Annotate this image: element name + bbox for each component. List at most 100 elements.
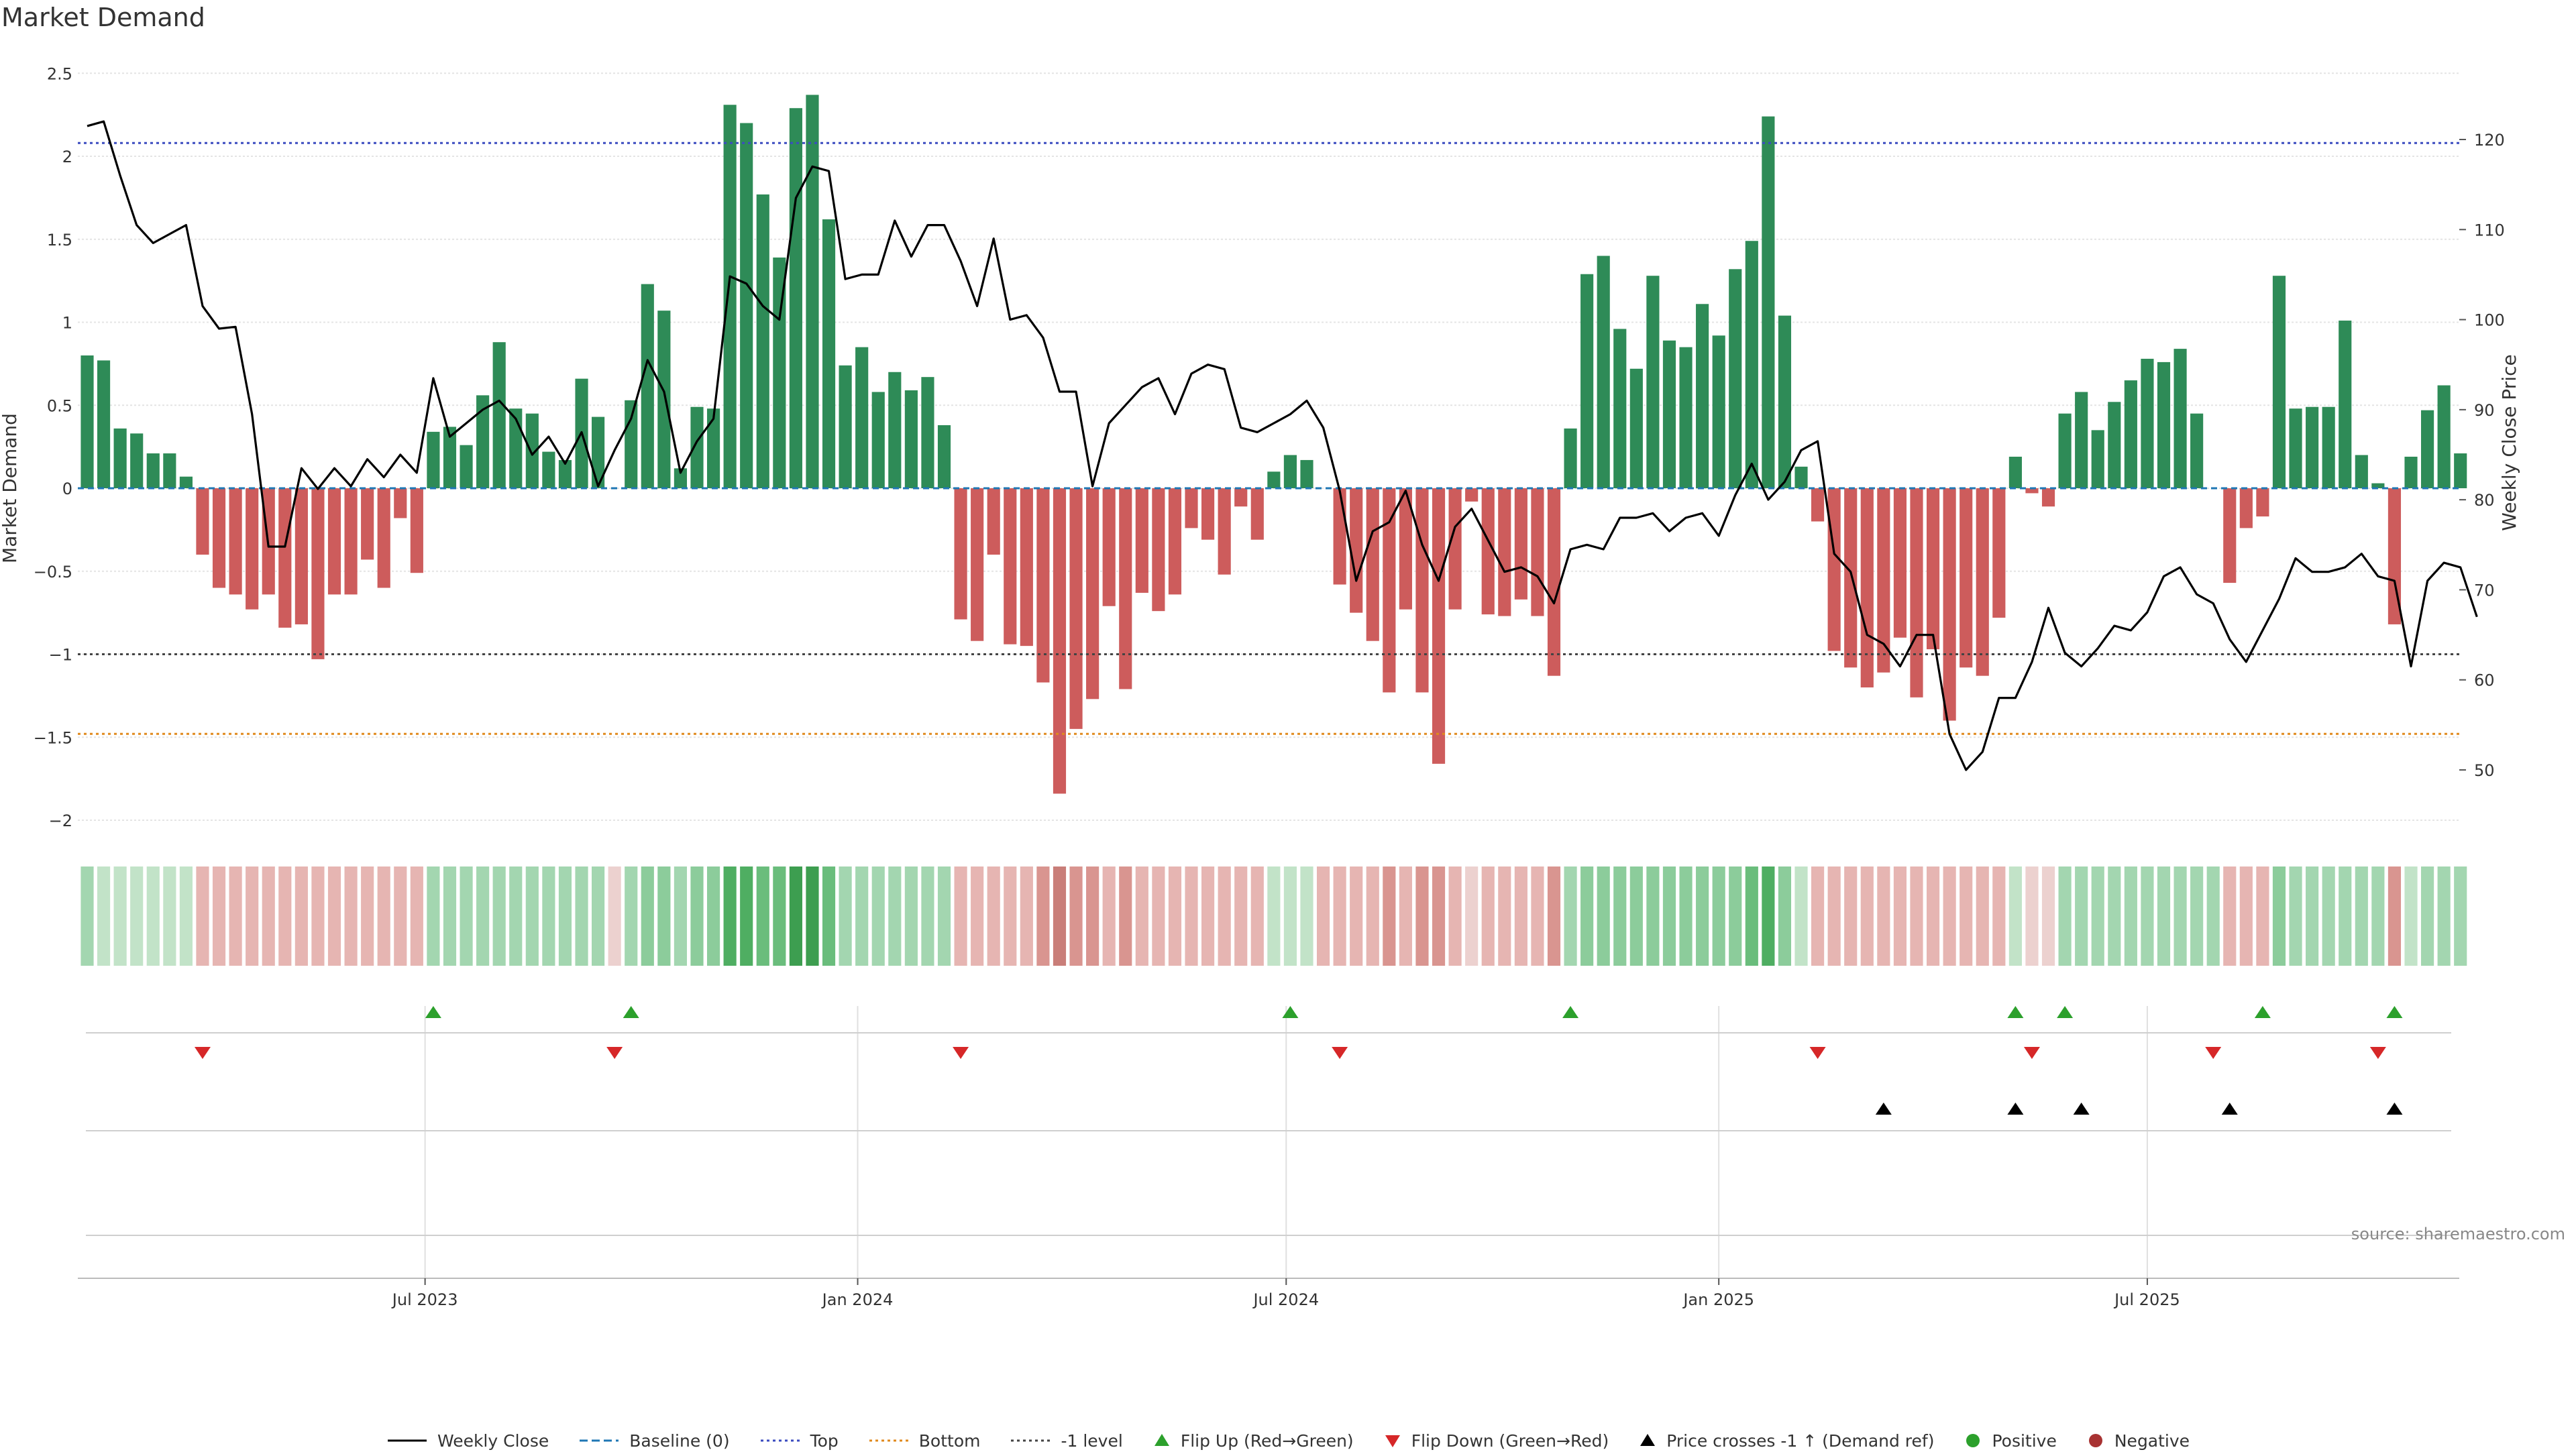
heat-cell <box>212 866 226 966</box>
y-tick-label: 0 <box>62 480 72 498</box>
demand-bar <box>1811 488 1825 522</box>
legend-swatch <box>1385 1435 1400 1447</box>
heat-cell <box>1811 866 1825 966</box>
legend-item: Baseline (0) <box>578 1431 730 1451</box>
demand-bar <box>1992 488 2006 618</box>
demand-bar <box>625 400 638 488</box>
heat-cell <box>773 866 786 966</box>
demand-bar <box>476 395 490 488</box>
heat-cell <box>427 866 440 966</box>
demand-bar <box>377 488 390 588</box>
demand-bar <box>1432 488 1446 764</box>
heat-cell <box>2437 866 2451 966</box>
demand-bar <box>1943 488 1956 721</box>
demand-bar <box>2437 385 2451 488</box>
heat-cell <box>327 866 341 966</box>
demand-bar <box>344 488 358 595</box>
demand-bar <box>1465 488 1479 502</box>
legend-label: Baseline (0) <box>629 1431 730 1451</box>
heat-cell <box>146 866 160 966</box>
heat-cell <box>2289 866 2302 966</box>
demand-bar <box>690 406 704 488</box>
heat-cell <box>971 866 984 966</box>
heat-cell <box>1597 866 1610 966</box>
x-tick-label: Jan 2025 <box>1682 1290 1754 1309</box>
heat-cell <box>2355 866 2368 966</box>
x-tick-label: Jul 2025 <box>2113 1290 2180 1309</box>
heat-cell <box>179 866 193 966</box>
demand-bar <box>987 488 1000 555</box>
legend-swatch-mark <box>1154 1434 1169 1446</box>
heat-cell <box>1481 866 1495 966</box>
demand-bar <box>509 408 523 488</box>
price-cross-marker <box>2007 1103 2024 1115</box>
heat-cell <box>2008 866 2022 966</box>
heat-cell <box>97 866 111 966</box>
flip-up-marker <box>425 1006 441 1018</box>
right-tick-label: 80 <box>2474 491 2495 510</box>
demand-bar <box>1250 488 1264 540</box>
legend-swatch-mark <box>2088 1434 2102 1447</box>
heat-cell <box>740 866 753 966</box>
demand-bar <box>937 425 951 488</box>
heat-cell <box>690 866 704 966</box>
demand-bar <box>113 428 127 488</box>
legend-swatch <box>387 1439 427 1442</box>
legend-swatch <box>1640 1434 1656 1446</box>
heat-cell <box>2108 866 2121 966</box>
demand-bar <box>773 257 786 488</box>
demand-bar <box>2322 406 2335 488</box>
demand-bar <box>2272 276 2286 488</box>
heat-cell <box>888 866 902 966</box>
demand-bar <box>97 360 111 488</box>
heat-cell <box>1283 866 1297 966</box>
legend-item: Top <box>759 1431 839 1451</box>
flip-up-marker <box>2254 1006 2271 1018</box>
y-tick-label: −0.5 <box>34 563 72 581</box>
heat-cell <box>625 866 638 966</box>
heat-cell <box>1415 866 1429 966</box>
price-cross-marker <box>2073 1103 2090 1115</box>
right-axis-title: Weekly Close Price <box>2498 354 2520 530</box>
heat-cell <box>1580 866 1594 966</box>
demand-bar <box>2454 453 2467 488</box>
heat-cell <box>361 866 374 966</box>
heat-cell <box>2041 866 2055 966</box>
demand-bar <box>410 488 423 573</box>
price-cross-marker <box>2221 1103 2238 1115</box>
heat-cell <box>410 866 423 966</box>
demand-bar <box>1383 488 1396 693</box>
legend-swatch <box>760 1439 800 1442</box>
chart-title: Market Demand <box>1 3 205 32</box>
demand-bar <box>1712 335 1725 488</box>
demand-bar <box>1696 304 1709 488</box>
heat-cell <box>2272 866 2286 966</box>
heat-cell <box>2058 866 2072 966</box>
right-tick-label: 110 <box>2474 221 2505 239</box>
heat-cell <box>2025 866 2039 966</box>
heat-cell <box>1976 866 1989 966</box>
legend-item: Flip Down (Green→Red) <box>1383 1431 1609 1451</box>
demand-bar <box>1448 488 1462 610</box>
y-tick-label: 2.5 <box>47 64 72 83</box>
demand-bar <box>1926 488 1940 650</box>
demand-bar <box>2371 483 2385 488</box>
heat-cell <box>2454 866 2467 966</box>
demand-bar <box>1135 488 1148 593</box>
heat-cell <box>575 866 588 966</box>
heat-cell <box>2421 866 2434 966</box>
y-tick-label: −1.5 <box>34 728 72 747</box>
demand-bar <box>179 476 193 488</box>
demand-bar <box>1960 488 1973 668</box>
demand-bar <box>278 488 292 628</box>
demand-bar <box>971 488 984 641</box>
heat-cell <box>311 866 325 966</box>
heat-cell <box>2206 866 2220 966</box>
y-tick-label: 2 <box>62 148 72 166</box>
heat-cell <box>1893 866 1907 966</box>
legend-swatch-mark <box>1385 1435 1400 1447</box>
right-tick-label: 70 <box>2474 581 2495 600</box>
demand-bar <box>740 123 753 488</box>
legend-swatch-mark <box>1640 1434 1656 1446</box>
